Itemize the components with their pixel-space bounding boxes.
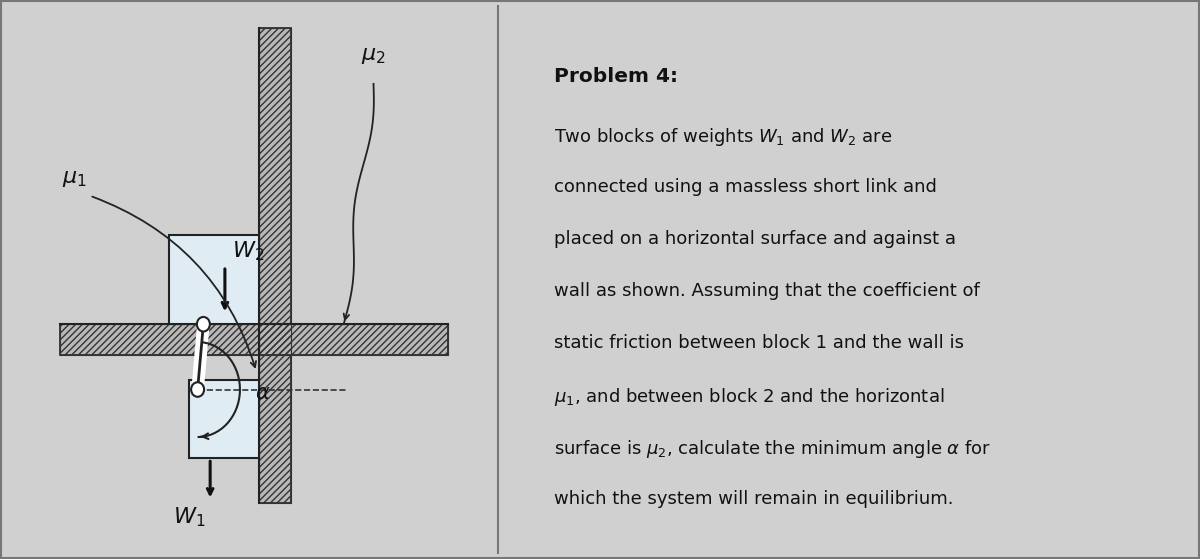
Circle shape (191, 382, 204, 397)
Text: surface is $\mu_2$, calculate the minimum angle $\alpha$ for: surface is $\mu_2$, calculate the minimu… (554, 438, 991, 459)
Bar (60, 324, 449, 355)
Bar (190, 380, 259, 458)
Text: static friction between block 1 and the wall is: static friction between block 1 and the … (554, 334, 964, 352)
Circle shape (197, 317, 210, 331)
Text: $\alpha$: $\alpha$ (254, 383, 270, 403)
Bar (259, 28, 292, 503)
Text: which the system will remain in equilibrium.: which the system will remain in equilibr… (554, 490, 954, 508)
Text: $\mu_1$: $\mu_1$ (62, 169, 88, 189)
Bar (169, 235, 259, 324)
Text: wall as shown. Assuming that the coefficient of: wall as shown. Assuming that the coeffic… (554, 282, 980, 300)
Text: $W_1$: $W_1$ (173, 506, 205, 529)
Text: Problem 4:: Problem 4: (554, 67, 678, 86)
Bar (60, 324, 449, 355)
Text: placed on a horizontal surface and against a: placed on a horizontal surface and again… (554, 230, 956, 248)
Bar (259, 28, 292, 503)
Text: $W_2$: $W_2$ (233, 240, 265, 263)
Text: $\mu_2$: $\mu_2$ (361, 46, 386, 66)
Text: $\mu_1$, and between block 2 and the horizontal: $\mu_1$, and between block 2 and the hor… (554, 386, 944, 408)
Text: connected using a massless short link and: connected using a massless short link an… (554, 178, 937, 196)
Text: Two blocks of weights $W_1$ and $W_2$ are: Two blocks of weights $W_1$ and $W_2$ ar… (554, 126, 893, 148)
